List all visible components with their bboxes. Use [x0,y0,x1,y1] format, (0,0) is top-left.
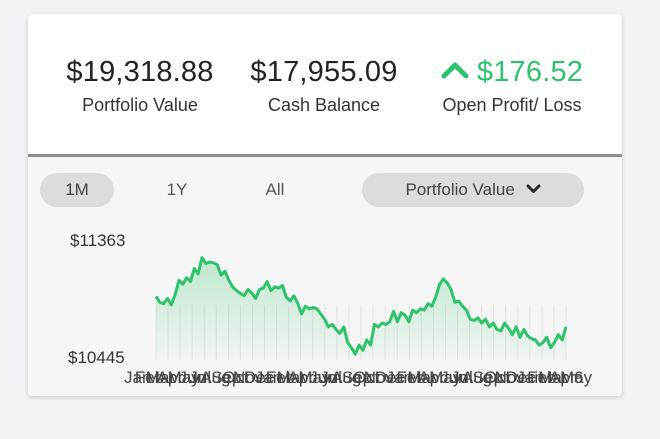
x-tick-label: May [298,368,331,387]
x-tick-label: Aug [331,368,361,387]
chevron-down-icon [526,184,541,193]
open-pl-label: Open Profit/ Loss [442,95,582,115]
x-tick-label: 6 [574,368,583,387]
x-tick-label: Jan [124,368,151,387]
x-tick-label: Jun [309,368,336,387]
x-tick-label: Mar [277,368,307,387]
x-tick-label: Oct [353,368,380,387]
chart-area [156,257,566,360]
x-tick-label: Sep [342,368,372,387]
x-tick-label: Apr [418,368,445,387]
summary-panel: $19,318.88 Portfolio Value $17,955.09 Ca… [28,14,622,154]
x-tick-label: Jul [451,368,473,387]
x-tick-label: Jan [516,368,543,387]
x-tick-label: Aug [462,368,492,387]
x-tick-label: Apr [157,368,184,387]
x-tick-label: Dec [244,368,275,387]
x-tick-label: Mar [146,368,176,387]
open-pl-stat: $176.52 Open Profit/ Loss [426,56,598,116]
cash-balance-label: Cash Balance [267,95,381,115]
portfolio-value: $19,318.88 [66,56,214,88]
cash-balance-stat: $17,955.09 Cash Balance [240,56,408,116]
x-tick-label: Mar [407,368,437,387]
x-axis-ticks: JanFebMarAprMayJunJulAugSepOctNovDecJanF… [124,368,593,387]
metric-dropdown-label: Portfolio Value [405,180,515,199]
portfolio-chart: $11363 $10445 JanFebMarAprMayJunJulAugSe… [68,231,593,387]
metric-dropdown[interactable]: Portfolio Value [362,173,584,207]
x-tick-label: Sep [211,368,241,387]
open-pl-row: $176.52 [426,56,598,88]
x-tick-label: Feb [266,368,295,387]
chevron-up-icon [441,62,469,79]
x-tick-label: Feb [397,368,426,387]
x-tick-label: Jun [179,368,206,387]
x-tick-label: Nov [495,368,526,387]
portfolio-value-label: Portfolio Value [82,95,198,115]
y-axis-max-label: $11363 [70,231,125,250]
x-tick-label: Mar [538,368,568,387]
x-tick-label: Oct [484,368,511,387]
portfolio-value-stat: $19,318.88 Portfolio Value [60,56,220,116]
x-tick-label: Oct [222,368,249,387]
x-tick-label: Jul [189,368,211,387]
x-tick-label: Feb [527,368,556,387]
x-tick-label: Nov [364,368,395,387]
y-axis-min-label: $10445 [68,348,125,367]
x-tick-label: Dec [375,368,406,387]
portfolio-card: $19,318.88 Portfolio Value $17,955.09 Ca… [28,14,622,396]
x-tick-label: Sep [473,368,503,387]
x-tick-label: Apr [288,368,315,387]
cash-balance: $17,955.09 [250,56,398,88]
x-tick-label: Aug [200,368,230,387]
x-tick-label: Jul [320,368,342,387]
chart-panel: 1M 1Y All Portfolio Value $11363 $10445 … [28,157,622,396]
range-1m-button[interactable]: 1M [40,173,114,207]
open-pl-value: $176.52 [476,56,584,88]
chart-line [154,256,568,356]
x-tick-label: May [429,368,462,387]
x-tick-label: Jan [255,368,282,387]
x-tick-label: May [560,368,593,387]
x-tick-label: Jun [440,368,467,387]
x-tick-label: Jan [386,368,413,387]
section-divider [28,154,622,157]
x-tick-label: Apr [549,368,576,387]
range-all-button[interactable]: All [265,180,285,199]
x-tick-label: May [168,368,201,387]
range-1y-button[interactable]: 1Y [166,180,188,199]
x-tick-label: Feb [135,368,164,387]
x-tick-label: Nov [233,368,264,387]
x-tick-label: Dec [506,368,537,387]
